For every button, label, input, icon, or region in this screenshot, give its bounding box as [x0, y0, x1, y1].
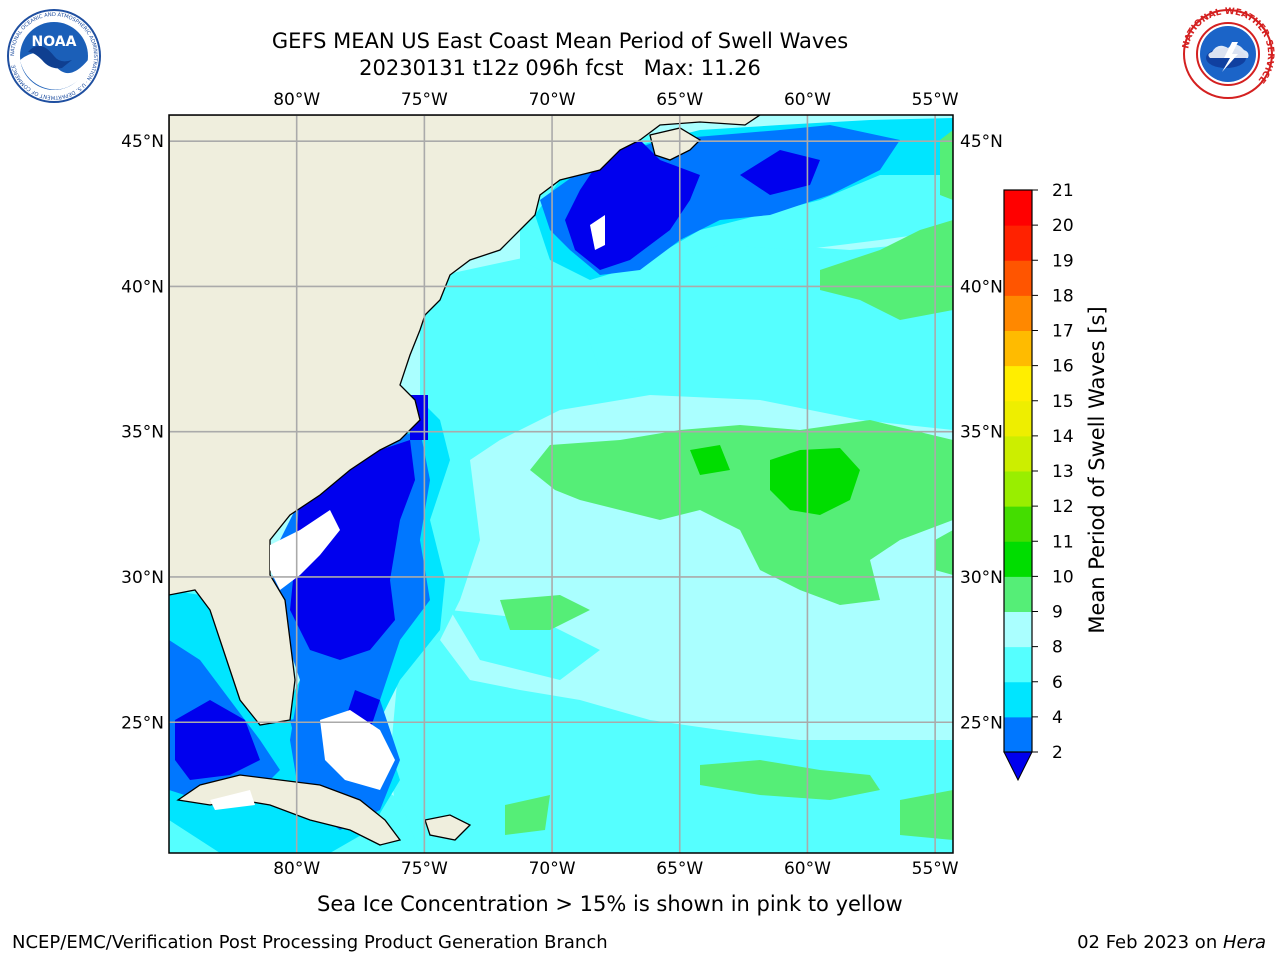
colorbar-extend-min	[1003, 751, 1033, 782]
colorbar-tick-label: 19	[1052, 251, 1074, 271]
footer-date: 02 Feb 2023 on Hera	[1077, 932, 1266, 953]
colorbar-tick-label: 17	[1052, 322, 1074, 342]
lat-tick-label-right: 45°N	[960, 132, 1003, 152]
footer-credit: NCEP/EMC/Verification Post Processing Pr…	[12, 932, 608, 953]
colorbar-label: Mean Period of Swell Waves [s]	[1085, 306, 1109, 634]
lat-tick-label-right: 40°N	[960, 277, 1003, 297]
lon-tick-label-bottom: 70°W	[529, 859, 576, 879]
noaa-logo: NOAA NATIONAL OCEANIC AND ATMOSPHERIC AD…	[7, 9, 101, 103]
colorbar-segment	[1004, 190, 1032, 226]
lat-tick-label-left: 40°N	[121, 277, 164, 297]
colorbar-segment	[1004, 295, 1032, 331]
colorbar-segment	[1004, 260, 1032, 296]
land-mass	[169, 115, 762, 846]
lat-tick-label-left: 45°N	[121, 132, 164, 152]
lon-tick-label-top: 60°W	[784, 90, 831, 110]
colorbar-segment	[1004, 225, 1032, 261]
colorbar-tick-label: 8	[1052, 638, 1063, 658]
lat-tick-label-left: 30°N	[121, 568, 164, 588]
footer-host: Hera	[1222, 932, 1266, 953]
period-10-11-regions	[690, 445, 860, 515]
colorbar-tick-label: 2	[1052, 743, 1063, 763]
colorbar-segment	[1004, 365, 1032, 402]
lat-tick-label-right: 35°N	[960, 423, 1003, 443]
colorbar-tick-label: 11	[1052, 532, 1074, 552]
lon-tick-label-bottom: 75°W	[401, 859, 448, 879]
lon-tick-label-top: 55°W	[912, 90, 959, 110]
lon-tick-label-top: 65°W	[656, 90, 703, 110]
lon-tick-label-bottom: 60°W	[784, 859, 831, 879]
colorbar-tick-label: 16	[1052, 357, 1074, 377]
colorbar-segment	[1004, 681, 1032, 718]
lat-tick-label-right: 30°N	[960, 568, 1003, 588]
colorbar-segment	[1004, 435, 1032, 472]
sea-ice-caption: Sea Ice Concentration > 15% is shown in …	[317, 892, 903, 916]
lon-tick-label-top: 70°W	[529, 90, 576, 110]
colorbar-segment	[1004, 611, 1032, 648]
colorbar-tick-label: 20	[1052, 216, 1074, 236]
colorbar-tick-label: 14	[1052, 427, 1074, 447]
colorbar-tick-label: 4	[1052, 708, 1063, 728]
colorbar-segment	[1004, 716, 1032, 753]
colorbar-tick-label: 18	[1052, 286, 1074, 306]
colorbar-tick-label: 10	[1052, 567, 1074, 587]
lon-tick-label-bottom: 80°W	[273, 859, 320, 879]
no-data-patches	[210, 215, 605, 810]
nws-logo: NATIONAL WEATHER SERVICE	[1181, 7, 1275, 99]
colorbar-tick-label: 15	[1052, 392, 1074, 412]
colorbar-segment	[1004, 400, 1032, 437]
colorbar-tick-label: 9	[1052, 603, 1063, 623]
chart-title: GEFS MEAN US East Coast Mean Period of S…	[271, 29, 849, 53]
colorbar-segment	[1004, 646, 1032, 683]
colorbar-tick-label: 12	[1052, 497, 1074, 517]
lon-tick-label-bottom: 55°W	[912, 859, 959, 879]
lat-tick-label-left: 35°N	[121, 423, 164, 443]
map-tick-labels: 80°W 80°W 75°W 75°W 70°W 70°W 65°W 65°W 60°W 60°W…	[121, 90, 1003, 879]
colorbar-segment	[1004, 330, 1032, 367]
lat-tick-label-left: 25°N	[121, 713, 164, 733]
map-grid	[169, 115, 953, 853]
footer-date-text: 02 Feb 2023 on	[1077, 932, 1223, 953]
lat-tick-label-right: 25°N	[960, 713, 1003, 733]
colorbar-segment	[1004, 506, 1032, 542]
colorbar: 2 4 6 8 9 10 11 12 13 14 15 16 17 18 19 20 21	[1003, 181, 1074, 782]
colorbar-segment	[1004, 541, 1032, 577]
colorbar-segment	[1004, 576, 1032, 612]
chart-subtitle: 20230131 t12z 096h fcst Max: 11.26	[359, 56, 761, 80]
map-plot-area	[169, 115, 953, 853]
colorbar-tick-label: 13	[1052, 462, 1074, 482]
map-frame	[168, 114, 954, 854]
colorbar-tick-label: 6	[1052, 673, 1063, 693]
lon-tick-label-top: 75°W	[401, 90, 448, 110]
lon-tick-label-bottom: 65°W	[656, 859, 703, 879]
colorbar-tick-label: 21	[1052, 181, 1074, 201]
colorbar-segment	[1004, 471, 1032, 507]
noaa-logo-text: NOAA	[32, 34, 77, 50]
lon-tick-label-top: 80°W	[273, 90, 320, 110]
